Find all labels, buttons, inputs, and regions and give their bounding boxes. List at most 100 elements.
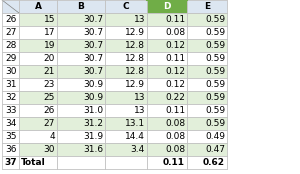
Text: 0.08: 0.08 <box>165 132 185 141</box>
Bar <box>57 39 105 52</box>
Bar <box>187 0 227 13</box>
Bar <box>105 104 147 117</box>
Bar <box>187 104 227 117</box>
Bar <box>105 52 147 65</box>
Text: 31.2: 31.2 <box>83 119 103 128</box>
Bar <box>187 91 227 104</box>
Text: 12.8: 12.8 <box>125 67 145 76</box>
Bar <box>147 78 187 91</box>
Bar <box>105 26 147 39</box>
Bar <box>2 91 19 104</box>
Text: 27: 27 <box>44 119 55 128</box>
Bar <box>187 117 227 130</box>
Bar <box>2 104 19 117</box>
Text: 0.11: 0.11 <box>165 15 185 24</box>
Text: 0.59: 0.59 <box>205 54 225 63</box>
Text: 30.7: 30.7 <box>83 67 103 76</box>
Bar <box>147 91 187 104</box>
Bar <box>105 91 147 104</box>
Bar <box>57 91 105 104</box>
Text: 12.8: 12.8 <box>125 41 145 50</box>
Text: 31.6: 31.6 <box>83 145 103 154</box>
Bar <box>57 13 105 26</box>
Bar <box>147 39 187 52</box>
Bar <box>105 39 147 52</box>
Text: C: C <box>123 2 129 11</box>
Text: 25: 25 <box>44 93 55 102</box>
Text: 0.59: 0.59 <box>205 80 225 89</box>
Text: 14.4: 14.4 <box>125 132 145 141</box>
Bar <box>187 143 227 156</box>
Text: 0.49: 0.49 <box>205 132 225 141</box>
Text: 31.9: 31.9 <box>83 132 103 141</box>
Bar <box>2 0 19 13</box>
Text: 30.9: 30.9 <box>83 80 103 89</box>
Text: 13.1: 13.1 <box>125 119 145 128</box>
Bar <box>19 0 57 13</box>
Bar <box>105 143 147 156</box>
Bar <box>2 26 19 39</box>
Bar <box>147 26 187 39</box>
Bar <box>19 65 57 78</box>
Text: 0.59: 0.59 <box>205 28 225 37</box>
Bar <box>57 52 105 65</box>
Text: 33: 33 <box>5 106 17 115</box>
Bar <box>19 130 57 143</box>
Bar <box>19 91 57 104</box>
Text: 36: 36 <box>5 145 17 154</box>
Text: 0.59: 0.59 <box>205 106 225 115</box>
Text: 34: 34 <box>6 119 17 128</box>
Bar <box>2 65 19 78</box>
Text: 13: 13 <box>134 93 145 102</box>
Text: 0.59: 0.59 <box>205 67 225 76</box>
Text: 29: 29 <box>6 54 17 63</box>
Text: Total: Total <box>21 158 46 167</box>
Bar <box>147 0 187 13</box>
Bar <box>2 117 19 130</box>
Text: 32: 32 <box>6 93 17 102</box>
Bar <box>147 13 187 26</box>
Text: 0.59: 0.59 <box>205 93 225 102</box>
Text: 4: 4 <box>50 132 55 141</box>
Text: 12.9: 12.9 <box>125 28 145 37</box>
Text: 0.59: 0.59 <box>205 119 225 128</box>
Bar <box>147 65 187 78</box>
Text: 31.0: 31.0 <box>83 106 103 115</box>
Text: 26: 26 <box>6 15 17 24</box>
Text: 13: 13 <box>134 15 145 24</box>
Text: 0.47: 0.47 <box>205 145 225 154</box>
Bar <box>187 39 227 52</box>
Text: 23: 23 <box>44 80 55 89</box>
Bar <box>147 130 187 143</box>
Text: 0.11: 0.11 <box>165 54 185 63</box>
Bar <box>19 13 57 26</box>
Bar <box>57 78 105 91</box>
Bar <box>19 52 57 65</box>
Bar <box>105 156 147 169</box>
Text: 30.9: 30.9 <box>83 93 103 102</box>
Text: 0.12: 0.12 <box>165 41 185 50</box>
Bar <box>105 117 147 130</box>
Bar <box>187 130 227 143</box>
Text: 13: 13 <box>134 106 145 115</box>
Bar <box>105 13 147 26</box>
Text: 0.59: 0.59 <box>205 15 225 24</box>
Text: 17: 17 <box>44 28 55 37</box>
Text: 3.4: 3.4 <box>131 145 145 154</box>
Text: 12.8: 12.8 <box>125 54 145 63</box>
Text: 30.7: 30.7 <box>83 15 103 24</box>
Bar <box>187 13 227 26</box>
Bar <box>187 65 227 78</box>
Text: 15: 15 <box>44 15 55 24</box>
Bar <box>147 156 187 169</box>
Text: 0.11: 0.11 <box>165 106 185 115</box>
Bar <box>187 156 227 169</box>
Bar <box>105 65 147 78</box>
Text: 19: 19 <box>44 41 55 50</box>
Text: 31: 31 <box>5 80 17 89</box>
Text: 30.7: 30.7 <box>83 28 103 37</box>
Bar <box>19 143 57 156</box>
Bar <box>187 52 227 65</box>
Text: 27: 27 <box>6 28 17 37</box>
Bar <box>19 39 57 52</box>
